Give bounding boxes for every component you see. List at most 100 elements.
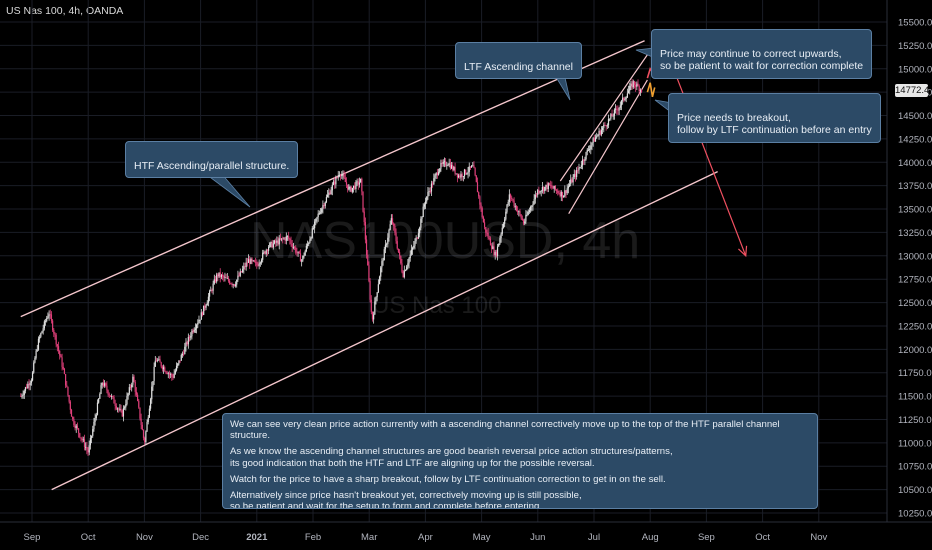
candle-body [234, 284, 237, 286]
ltf-channel-lower[interactable] [568, 79, 648, 215]
correct-upwards-label: Price may continue to correct upwards, s… [660, 47, 864, 73]
candle-body [270, 241, 272, 244]
candle-body [614, 108, 617, 110]
candle-body [305, 245, 307, 252]
ltf-channel-callout[interactable]: LTF Ascending channel [455, 42, 582, 79]
time-axis[interactable]: Sep Oct Nov Dec 2021 Feb Mar Apr May Jun Jul Aug Sep… [24, 532, 828, 543]
candle-body [552, 187, 554, 189]
candle-body [131, 384, 133, 388]
candle-body [530, 206, 532, 211]
candle-body [576, 170, 578, 177]
candle-body [57, 346, 60, 351]
candle-body [183, 353, 185, 355]
candle-body [256, 262, 258, 266]
candle-body [319, 212, 322, 214]
candle-body [432, 183, 434, 185]
candle-body [458, 175, 460, 178]
channel-lines[interactable] [20, 40, 718, 491]
candle-body [494, 251, 496, 255]
candle-body [428, 191, 430, 193]
ticker-label: US Nas 100, 4h, OANDA [6, 5, 124, 17]
candle-body [158, 359, 160, 361]
candle-body [83, 439, 86, 447]
candle-body [186, 342, 188, 345]
candle-body [40, 333, 42, 337]
candle-body [571, 179, 573, 183]
price-tick-label: 12000.0 [898, 345, 932, 356]
candle-body [639, 89, 641, 92]
analysis-note[interactable]: We can see very clean price action curre… [222, 413, 818, 509]
candle-body [229, 280, 231, 284]
candle-body [469, 166, 472, 168]
candle-body [113, 397, 115, 404]
candle-body [462, 176, 464, 178]
candle-body [39, 336, 41, 339]
time-tick-label: Nov [810, 532, 827, 543]
candle-body [351, 187, 353, 192]
candle-body [253, 260, 256, 262]
htf-channel-lower[interactable] [51, 171, 718, 491]
bearish-arrow[interactable] [669, 59, 748, 258]
candle-body [374, 301, 376, 315]
candle-body [230, 283, 232, 285]
breakout-label: Price needs to breakout, follow by LTF c… [677, 111, 872, 137]
candle-body [433, 178, 435, 185]
ltf-channel-upper[interactable] [559, 54, 648, 182]
candle-body [266, 250, 269, 251]
candle-body [544, 186, 546, 192]
htf-channel-upper[interactable] [20, 40, 645, 318]
candle-body [633, 81, 636, 85]
candle-body [258, 263, 260, 266]
candle-body [491, 245, 493, 249]
correct-upwards-callout[interactable]: Price may continue to correct upwards, s… [651, 29, 873, 79]
candle-body [375, 297, 377, 302]
candle-body [518, 211, 520, 213]
candle-body [578, 167, 580, 171]
candle-body [368, 265, 370, 282]
price-tick-label: 11250.0 [898, 415, 932, 426]
candle-body [100, 385, 102, 394]
candle-body [154, 360, 156, 367]
candle-body [146, 422, 148, 432]
candle-body [173, 373, 175, 378]
candle-body [365, 239, 368, 255]
candle-body [332, 181, 335, 185]
candle-body [20, 396, 22, 397]
candle-body [635, 84, 637, 87]
candle-body [348, 187, 350, 190]
candle-body [624, 98, 626, 101]
candle-body [630, 83, 632, 86]
candle-body [504, 219, 506, 224]
candle-body [21, 395, 23, 397]
candle-body [318, 213, 320, 215]
htf-structure-callout[interactable]: HTF Ascending/parallel structure. [125, 141, 299, 178]
candle-body [138, 400, 140, 408]
candle-body [528, 210, 531, 212]
arrow-head[interactable] [738, 245, 748, 258]
candle-body [629, 85, 631, 91]
candle-body [439, 168, 441, 173]
candle-body [450, 165, 453, 169]
candle-body [558, 192, 560, 194]
candle-body [636, 83, 638, 87]
candle-body [443, 161, 446, 163]
arrow-shaft[interactable] [669, 59, 747, 257]
candle-body [140, 418, 142, 425]
price-tick-label: 11000.0 [898, 438, 932, 449]
candle-body [378, 276, 381, 285]
price-axis[interactable]: 10250.0 10500.0 10750.0 11000.0 11250.0 11500… [898, 18, 932, 520]
breakout-callout[interactable]: Price needs to breakout, follow by LTF c… [668, 93, 881, 143]
candle-body [50, 314, 53, 321]
candle-body [259, 262, 261, 264]
candle-body [456, 173, 459, 178]
candle-body [507, 201, 509, 205]
candle-body [389, 224, 391, 230]
candle-body [584, 159, 586, 161]
candle-body [136, 394, 139, 401]
candle-body [548, 183, 551, 186]
candle-body [115, 406, 117, 409]
candle-body [449, 163, 451, 169]
candle-body [133, 376, 135, 382]
candle-body [417, 233, 420, 239]
